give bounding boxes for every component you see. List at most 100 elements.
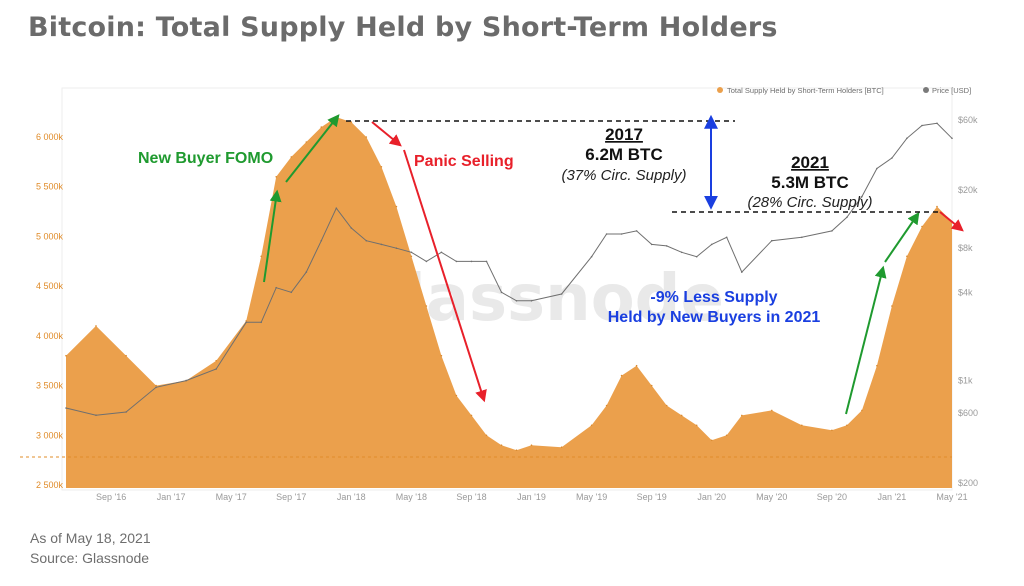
fomo-arrows bbox=[263, 114, 920, 415]
y-left-tick-label: 3 500k bbox=[36, 381, 64, 391]
supply-point bbox=[95, 325, 97, 327]
x-tick-label: Jan '19 bbox=[517, 492, 546, 502]
supply-point bbox=[455, 394, 458, 397]
price-point bbox=[590, 255, 593, 258]
supply-point bbox=[290, 156, 293, 158]
price-point bbox=[741, 271, 743, 273]
supply-point bbox=[560, 446, 563, 449]
supply-point bbox=[470, 414, 473, 417]
supply-point bbox=[410, 255, 413, 258]
price-point bbox=[275, 286, 278, 289]
fomo-arrow-2 bbox=[285, 114, 340, 183]
supply-point bbox=[515, 449, 518, 452]
y-left-tick-label: 5 000k bbox=[36, 231, 64, 241]
x-tick-label: Sep '20 bbox=[817, 492, 847, 502]
price-point bbox=[921, 124, 923, 127]
y-right-tick-label: $8k bbox=[958, 243, 973, 253]
price-point bbox=[801, 236, 803, 239]
price-point bbox=[530, 300, 533, 302]
price-point bbox=[771, 239, 773, 242]
supply-point bbox=[155, 384, 157, 387]
y-left-tick-label: 6 000k bbox=[36, 132, 64, 142]
price-series bbox=[65, 122, 953, 417]
supply-point bbox=[590, 424, 593, 427]
price-point bbox=[891, 157, 893, 159]
price-point bbox=[335, 207, 338, 209]
x-axis: Sep '16 Jan '17 May '17 Sep '17 Jan '18 May '… bbox=[96, 492, 968, 502]
source: Source: Glassnode bbox=[30, 550, 150, 566]
price-point bbox=[680, 251, 683, 254]
x-tick-label: Sep '19 bbox=[637, 492, 667, 502]
supply-point bbox=[425, 305, 428, 307]
price-point bbox=[665, 245, 668, 247]
label-2017-circ: (37% Circ. Supply) bbox=[561, 167, 686, 184]
supply-point bbox=[65, 354, 67, 357]
supply-point bbox=[695, 424, 698, 427]
supply-series bbox=[65, 116, 953, 488]
fomo-arrow-1 bbox=[263, 189, 282, 283]
supply-point bbox=[936, 205, 938, 208]
price-point bbox=[125, 411, 127, 413]
price-point bbox=[260, 321, 263, 324]
price-point bbox=[395, 247, 398, 249]
as-of-date: As of May 18, 2021 bbox=[30, 530, 151, 546]
price-point bbox=[365, 239, 368, 242]
supply-point bbox=[605, 404, 608, 407]
price-point bbox=[620, 233, 623, 235]
y-right-tick-label: $4k bbox=[958, 287, 973, 297]
y-right-tick-label: $200 bbox=[958, 478, 978, 488]
price-point bbox=[725, 236, 728, 239]
less-supply-label: -9% Less Supply bbox=[650, 289, 777, 306]
x-tick-label: May '20 bbox=[756, 492, 787, 502]
supply-point bbox=[395, 205, 398, 208]
x-tick-label: Sep '16 bbox=[96, 492, 126, 502]
supply-point bbox=[260, 255, 263, 258]
supply-point bbox=[771, 409, 773, 412]
supply-point bbox=[365, 136, 368, 138]
supply-point bbox=[125, 354, 127, 357]
panic-arrows bbox=[371, 121, 964, 403]
price-point bbox=[350, 227, 353, 229]
supply-point bbox=[846, 424, 848, 427]
panic-arrow-2 bbox=[403, 149, 487, 403]
supply-point bbox=[245, 320, 247, 322]
label-2021-circ: (28% Circ. Supply) bbox=[747, 194, 872, 211]
y-left-tick-label: 2 500k bbox=[36, 480, 64, 490]
fomo-label: New Buyer FOMO bbox=[138, 150, 273, 167]
footer: As of May 18, 2021 Source: Glassnode bbox=[30, 528, 151, 568]
price-point bbox=[245, 321, 247, 324]
price-point bbox=[380, 243, 383, 246]
label-2021-btc: 5.3M BTC bbox=[771, 173, 848, 192]
x-tick-label: May '17 bbox=[216, 492, 247, 502]
x-tick-label: Jan '20 bbox=[697, 492, 726, 502]
supply-point bbox=[305, 141, 308, 143]
price-point bbox=[410, 251, 413, 254]
supply-point bbox=[741, 414, 743, 417]
fomo-arrow-3 bbox=[845, 265, 887, 415]
price-point bbox=[500, 291, 503, 294]
y-left-tick-label: 4 000k bbox=[36, 331, 64, 341]
supply-point bbox=[530, 444, 533, 447]
price-point bbox=[861, 195, 863, 198]
price-point bbox=[515, 300, 518, 302]
label-2021: 2021 bbox=[791, 153, 829, 172]
price-point bbox=[605, 233, 608, 235]
supply-point bbox=[906, 255, 908, 258]
y-right-tick-label: $1k bbox=[958, 376, 973, 386]
legend-supply-marker bbox=[717, 87, 723, 93]
y-left-tick-label: 4 500k bbox=[36, 281, 64, 291]
price-point bbox=[876, 167, 878, 170]
fomo-arrow-4 bbox=[884, 212, 920, 263]
chart-title: Bitcoin: Total Supply Held by Short-Term… bbox=[28, 12, 778, 43]
y-axis-right: $60k $20k $8k $4k $1k $600 $200 bbox=[958, 115, 978, 488]
price-point bbox=[635, 230, 638, 232]
x-tick-label: May '21 bbox=[936, 492, 967, 502]
price-point bbox=[560, 293, 563, 295]
price-point bbox=[290, 291, 293, 294]
x-tick-label: Jan '18 bbox=[337, 492, 366, 502]
price-point bbox=[906, 137, 908, 140]
price-point bbox=[650, 243, 653, 246]
price-point bbox=[695, 255, 698, 258]
x-tick-label: Jan '21 bbox=[878, 492, 907, 502]
price-point bbox=[320, 239, 323, 242]
